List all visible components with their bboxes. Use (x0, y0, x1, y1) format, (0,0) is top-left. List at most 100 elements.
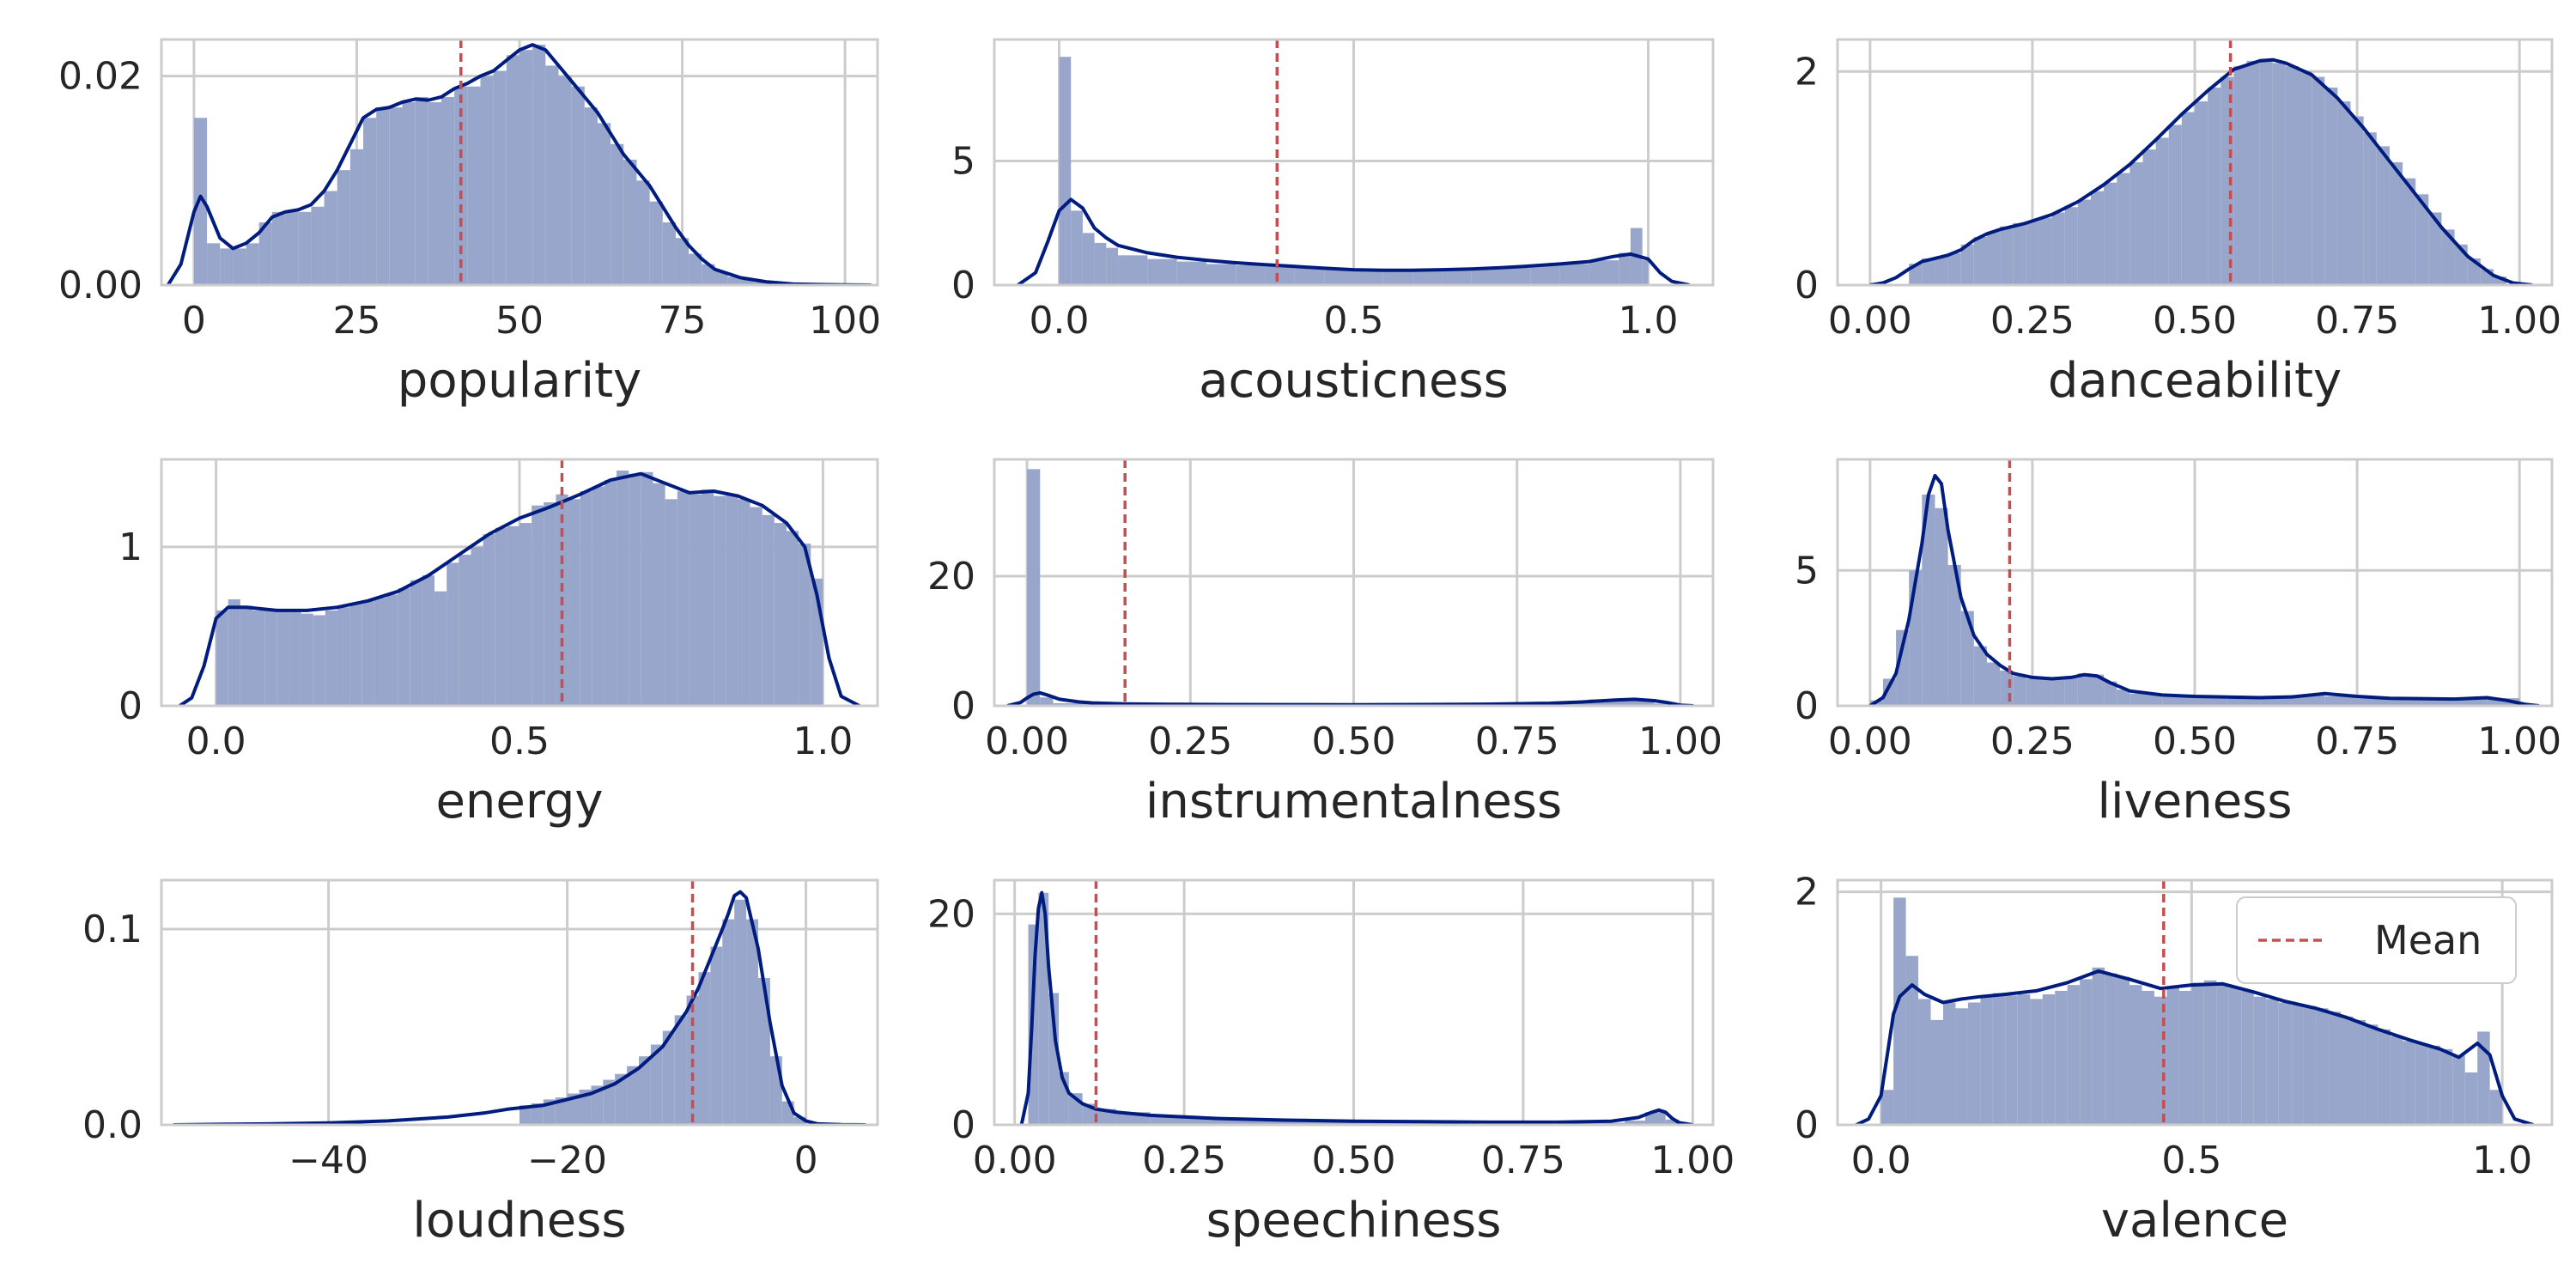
x-axis-label: liveness (2097, 774, 2292, 829)
histogram-bar (762, 514, 775, 706)
histogram-bar (662, 222, 676, 285)
histogram-bar (603, 1079, 616, 1125)
histogram-bar (1413, 270, 1443, 285)
x-tick-label: 0.50 (2153, 720, 2237, 763)
histogram-bar (1935, 507, 1948, 706)
subplot-popularity: 0 25 50 75 100 0.00 0.02 popularity (58, 38, 881, 409)
histogram-bar (1905, 956, 1919, 1125)
histogram-bar (2454, 699, 2488, 706)
histogram-bar (1442, 270, 1472, 285)
histogram-bar (2228, 987, 2242, 1125)
histogram-bar (1973, 237, 1987, 285)
histogram-bar (636, 180, 650, 285)
axes-frame-acousticness (993, 38, 1715, 287)
histogram-bar (1645, 1112, 1666, 1125)
x-axis-label: speechiness (1206, 1193, 1502, 1249)
x-tick-label: 0.75 (2315, 720, 2399, 763)
histogram-bar (459, 555, 471, 706)
histogram-bar (1147, 258, 1177, 285)
kde-curve-danceability (1869, 58, 2533, 285)
axes-frame-speechiness (993, 878, 1715, 1127)
histogram-bar (2195, 101, 2208, 285)
histogram-bar (2487, 698, 2520, 706)
y-tick-label: 1 (118, 526, 143, 569)
histogram-bar (2038, 217, 2052, 285)
histogram-bar (441, 96, 455, 285)
histogram-bar (674, 1015, 687, 1125)
subplot-instrumentalness: 0.00 0.25 0.50 0.75 1.00 0 20 instrumentalness (927, 458, 1722, 829)
histogram-bar (246, 243, 259, 285)
histogram-bar (271, 211, 286, 285)
histogram-bar (2080, 979, 2093, 1125)
axes-frame-danceability (1836, 38, 2554, 287)
histogram-bar (2042, 994, 2056, 1125)
histogram-bar (402, 102, 416, 285)
histogram-bar (1071, 210, 1083, 285)
histogram-bar (579, 1089, 592, 1125)
x-axis-label: popularity (398, 353, 641, 409)
histogram-bar (1053, 702, 1093, 706)
y-tick-label: 2 (1795, 871, 1819, 914)
histogram-bar (2493, 276, 2507, 285)
histogram-bar (2155, 137, 2169, 285)
histogram-bar (2464, 1072, 2478, 1125)
histogram-bar (2064, 207, 2078, 285)
histogram-bar (677, 491, 690, 706)
histogram-bar (580, 491, 592, 706)
x-tick-label: 0 (794, 1139, 818, 1182)
y-tick-label: 0 (1795, 684, 1819, 728)
histogram-bar (2316, 1008, 2329, 1125)
histogram-bar (1986, 231, 2001, 285)
histogram-bar (2365, 1024, 2379, 1125)
histogram-bar (1252, 1119, 1286, 1125)
histogram-bar (1893, 897, 1906, 1125)
histogram-bar (349, 604, 362, 706)
histogram-bar (374, 598, 386, 706)
histogram-bar (2324, 87, 2338, 285)
histogram-bar (2064, 676, 2078, 706)
x-tick-label: 1.00 (1638, 720, 1722, 763)
histogram-bar (1973, 646, 1987, 706)
histogram-bar (740, 279, 754, 285)
histogram-bar (1150, 1115, 1185, 1125)
histogram-bar (1265, 266, 1295, 285)
histogram-bar (2129, 162, 2143, 285)
histogram-bar (1353, 270, 1383, 285)
histogram-bar (1935, 256, 1948, 285)
histogram-bar (1922, 495, 1935, 706)
histogram-bar (793, 1116, 806, 1125)
histogram-bar (2142, 149, 2156, 285)
histogram-bar (1930, 1019, 1943, 1125)
histogram-bar (1048, 993, 1060, 1125)
histogram-valence (1880, 897, 2503, 1125)
y-tick-label: 0 (951, 684, 975, 728)
histogram-bar (1324, 269, 1354, 285)
x-tick-label: 0.50 (1312, 1139, 1396, 1182)
x-tick-label: 0.5 (1324, 299, 1384, 343)
histogram-bar (2324, 696, 2358, 706)
histogram-bar (2208, 87, 2221, 285)
histogram-bar (2246, 60, 2260, 285)
histogram-bar (627, 1066, 639, 1125)
kde-curve-acousticness (1017, 197, 1691, 285)
y-tick-label: 0.00 (58, 264, 143, 307)
x-tick-label: 0.50 (1312, 720, 1396, 763)
histogram-bar (2341, 1016, 2354, 1125)
histogram-bar (1960, 244, 1974, 285)
histogram-bar (483, 534, 495, 706)
subplot-danceability: 0.00 0.25 0.50 0.75 1.00 0 2 danceability (1795, 38, 2561, 409)
histogram-bar (2253, 996, 2267, 1125)
histogram-bar (2452, 1054, 2465, 1125)
histogram-bar (665, 499, 677, 706)
axes-frame-loudness (160, 878, 879, 1127)
y-tick-label: 0.1 (82, 908, 143, 951)
histogram-bar (2168, 125, 2182, 285)
y-tick-label: 0 (951, 1103, 975, 1147)
histogram-bar (1530, 265, 1560, 285)
histogram-bar (233, 248, 246, 285)
histogram-bar (2090, 674, 2105, 706)
histogram-bar (313, 615, 325, 706)
histogram-bar (228, 598, 240, 706)
histogram-bar (617, 470, 629, 706)
histogram-bar (2117, 173, 2130, 285)
